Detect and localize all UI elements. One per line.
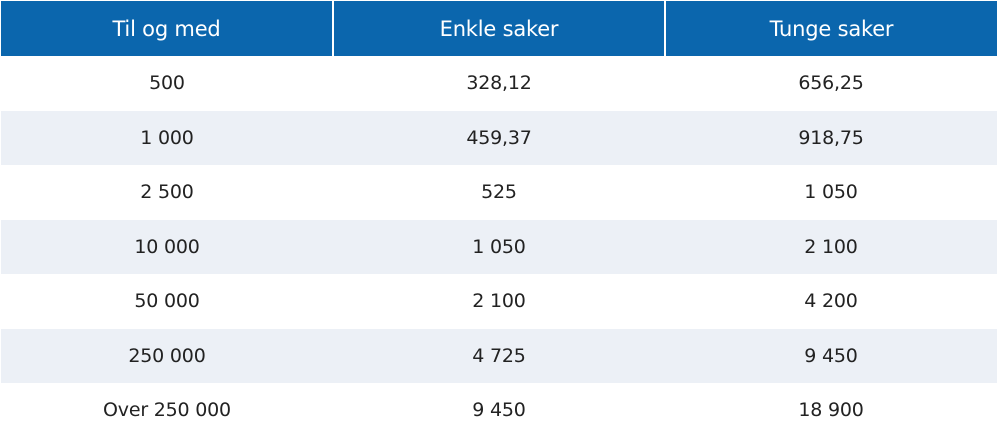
cell-tunge-saker: 18 900 — [798, 399, 864, 422]
table-row: 10 000 1 050 2 100 — [1, 219, 997, 274]
cell-til-og-med: 50 000 — [134, 290, 200, 313]
header-til-og-med: Til og med — [1, 1, 334, 56]
cell-til-og-med: 2 500 — [140, 181, 194, 204]
cell-enkle-saker: 2 100 — [472, 290, 526, 313]
table-row: Over 250 000 9 450 18 900 — [1, 383, 997, 438]
header-enkle-saker: Enkle saker — [333, 1, 666, 56]
cell-tunge-saker: 9 450 — [804, 344, 858, 367]
table-row: 250 000 4 725 9 450 — [1, 328, 997, 383]
cell-til-og-med: 1 000 — [140, 126, 194, 149]
table-row: 50 000 2 100 4 200 — [1, 274, 997, 329]
table-body: 500 328,12 656,25 1 000 459,37 918,75 2 … — [1, 56, 997, 438]
cell-enkle-saker: 4 725 — [472, 344, 526, 367]
header-tunge-saker: Tunge saker — [769, 16, 894, 41]
cell-tunge-saker: 918,75 — [798, 126, 864, 149]
cell-tunge-saker: 4 200 — [804, 290, 858, 313]
cell-enkle-saker: 459,37 — [466, 126, 532, 149]
table-row: 1 000 459,37 918,75 — [1, 110, 997, 165]
cell-enkle-saker: 525 — [481, 181, 517, 204]
cell-tunge-saker: 656,25 — [798, 72, 864, 95]
cell-tunge-saker: 1 050 — [804, 181, 858, 204]
cell-enkle-saker: 328,12 — [466, 72, 532, 95]
cell-enkle-saker: 1 050 — [472, 235, 526, 258]
table-header: Til og med Enkle saker Tunge saker — [1, 1, 997, 56]
cell-enkle-saker: 9 450 — [472, 399, 526, 422]
table-row: 2 500 525 1 050 — [1, 165, 997, 220]
table-row: 500 328,12 656,25 — [1, 56, 997, 111]
cell-tunge-saker: 2 100 — [804, 235, 858, 258]
cell-til-og-med: 500 — [149, 72, 185, 95]
cell-til-og-med: 250 000 — [128, 344, 206, 367]
cell-til-og-med: 10 000 — [134, 235, 200, 258]
cell-til-og-med: Over 250 000 — [103, 399, 231, 422]
header-row: Til og med Enkle saker Tunge saker — [1, 1, 997, 56]
